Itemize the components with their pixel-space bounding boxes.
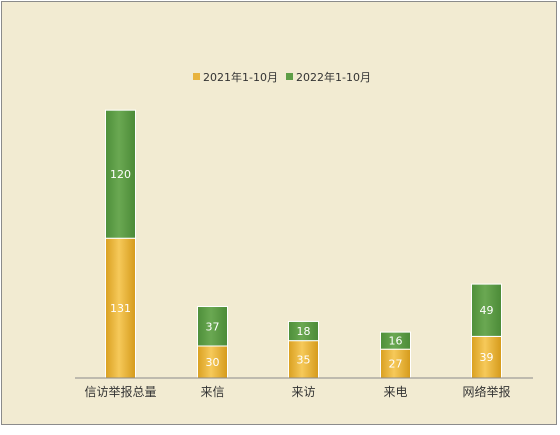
data-label-1-1: 131 — [110, 302, 131, 315]
legend-label-1: 2021年1-10月 — [203, 70, 278, 84]
data-label-1-3: 35 — [297, 353, 311, 366]
chart-frame — [1, 1, 557, 425]
bar-2-3 — [288, 320, 319, 342]
bars-layer: 131 120 30 37 35 18 27 16 39 49 — [105, 109, 502, 379]
legend-label-2: 2022年1-10月 — [296, 70, 371, 84]
data-label-2-2: 37 — [206, 320, 220, 333]
data-label-1-5: 39 — [480, 351, 494, 364]
x-tick-label-3: 来访 — [291, 385, 315, 399]
bar-2-1 — [105, 109, 136, 239]
bar-2-2 — [197, 306, 228, 347]
x-tick-label-5: 网络举报 — [462, 384, 510, 399]
data-label-1-4: 27 — [389, 358, 403, 371]
bar-1-4 — [380, 348, 411, 379]
x-tick-label-4: 来电 — [383, 385, 407, 399]
bar-2-4 — [380, 331, 411, 350]
bar-2-5 — [471, 283, 502, 337]
data-label-2-5: 49 — [480, 304, 494, 317]
x-tick-labels: 信访举报总量 来信 来访 来电 网络举报 — [84, 384, 510, 399]
legend-swatch-2 — [286, 73, 293, 80]
data-label-2-4: 16 — [389, 335, 403, 348]
legend-swatch-1 — [193, 73, 200, 80]
bar-1-5 — [471, 335, 502, 379]
bar-1-2 — [197, 345, 228, 379]
legend: 2021年1-10月 2022年1-10月 — [193, 70, 371, 84]
bar-1-3 — [288, 340, 319, 379]
data-label-1-2: 30 — [206, 356, 220, 369]
data-label-2-3: 18 — [297, 325, 311, 338]
x-tick-label-1: 信访举报总量 — [84, 384, 156, 399]
x-tick-label-2: 来信 — [200, 385, 224, 399]
bar-1-1 — [105, 237, 136, 379]
data-label-2-1: 120 — [110, 168, 131, 181]
